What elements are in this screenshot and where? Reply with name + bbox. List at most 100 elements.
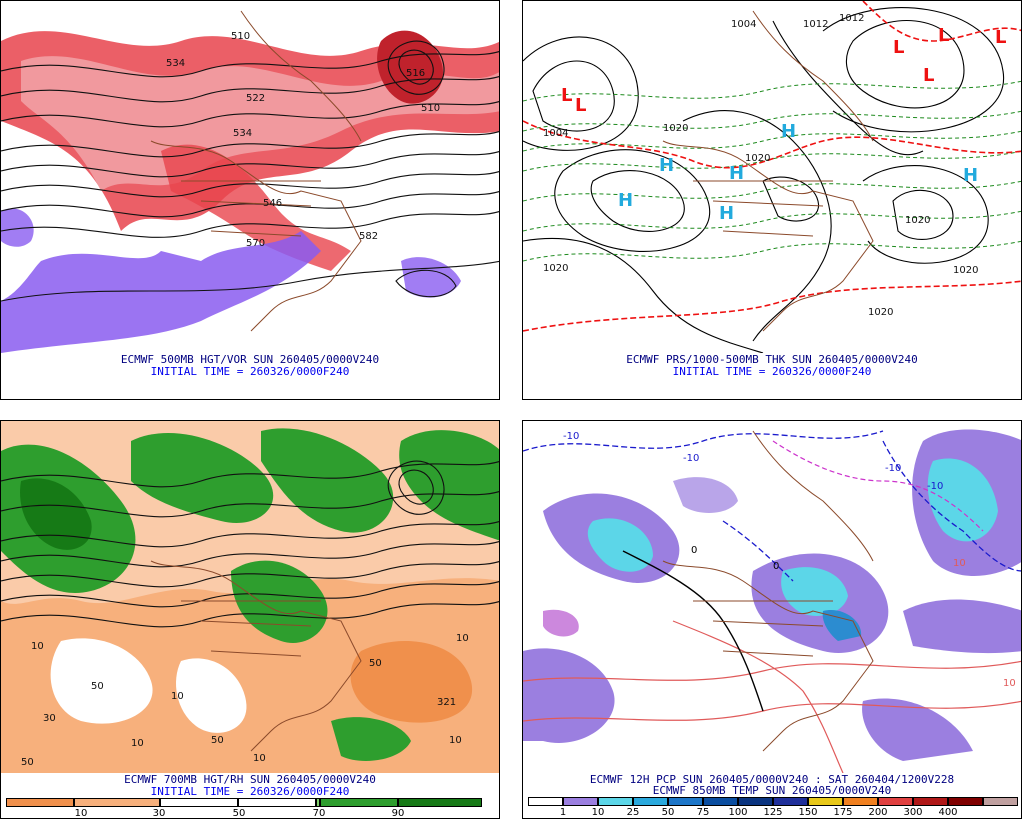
contour-label: -10 bbox=[885, 463, 901, 474]
contour-label: -10 bbox=[927, 481, 943, 492]
contour-label: 546 bbox=[263, 198, 282, 209]
initial-time: INITIAL TIME = 260326/0000F240 bbox=[150, 365, 350, 378]
legend-swatch bbox=[528, 797, 563, 806]
contour-label: 1020 bbox=[905, 215, 930, 226]
legend-swatch bbox=[238, 798, 316, 807]
contour-label: 1004 bbox=[543, 128, 568, 139]
legend-tick: 25 bbox=[626, 807, 640, 818]
legend-swatch bbox=[563, 797, 598, 806]
contour-label: 10 bbox=[31, 641, 44, 652]
legend-tick: 50 bbox=[661, 807, 675, 818]
legend-tick: 100 bbox=[728, 807, 748, 818]
legend-swatch bbox=[320, 798, 398, 807]
contour-label: 10 bbox=[456, 633, 469, 644]
legend-swatch bbox=[948, 797, 983, 806]
contour-label: 10 bbox=[1003, 678, 1016, 689]
legend-tick: 300 bbox=[903, 807, 923, 818]
legend-tick: 175 bbox=[833, 807, 853, 818]
legend-swatch bbox=[668, 797, 703, 806]
contour-label: 10 bbox=[449, 735, 462, 746]
contour-label: 50 bbox=[91, 681, 104, 692]
panel-caption: ECMWF 500MB HGT/VOR SUN 260405/0000V240 bbox=[120, 353, 380, 366]
panel-caption: ECMWF 700MB HGT/RH SUN 260405/0000V240 bbox=[124, 773, 376, 786]
map-500mb: 534 522 534 510 510 516 582 546 570 bbox=[1, 1, 499, 353]
legend-tick: 70 bbox=[312, 808, 326, 819]
contour-label: 10 bbox=[131, 738, 144, 749]
legend-swatch bbox=[983, 797, 1018, 806]
legend-swatch bbox=[738, 797, 773, 806]
panel-pressure-thickness: 1004 1012 1012 1004 1020 1020 1020 1020 … bbox=[522, 0, 1022, 400]
contour-label: 30 bbox=[43, 713, 56, 724]
panel-caption-secondary: ECMWF 850MB TEMP SUN 260405/0000V240 bbox=[652, 784, 892, 797]
low-pressure-marker: L bbox=[995, 27, 1006, 48]
legend-swatch bbox=[633, 797, 668, 806]
legend-tick: 150 bbox=[798, 807, 818, 818]
contour-label: -10 bbox=[683, 453, 699, 464]
low-pressure-marker: L bbox=[575, 95, 586, 116]
legend-swatch bbox=[316, 798, 320, 807]
contour-label: 510 bbox=[231, 31, 250, 42]
initial-time: INITIAL TIME = 260326/0000F240 bbox=[150, 785, 350, 798]
low-pressure-marker: L bbox=[923, 65, 934, 86]
contour-label: 50 bbox=[21, 757, 34, 768]
high-pressure-marker: H bbox=[659, 155, 674, 176]
rh-color-legend: 10 30 50 70 90 bbox=[1, 798, 499, 818]
legend-tick: 75 bbox=[696, 807, 710, 818]
high-pressure-marker: H bbox=[729, 163, 744, 184]
legend-tick: 10 bbox=[591, 807, 605, 818]
legend-swatch bbox=[773, 797, 808, 806]
low-pressure-marker: L bbox=[561, 85, 572, 106]
contour-label: 1012 bbox=[803, 19, 828, 30]
contour-label: 1020 bbox=[543, 263, 568, 274]
contour-label: 522 bbox=[246, 93, 265, 104]
high-pressure-marker: H bbox=[618, 190, 633, 211]
contour-label: 534 bbox=[233, 128, 252, 139]
high-pressure-marker: H bbox=[719, 203, 734, 224]
panel-precip-850mb-temp: -10 -10 -10 -10 10 10 0 0 ECMWF 12H PCP … bbox=[522, 420, 1022, 819]
contour-label: 1020 bbox=[745, 153, 770, 164]
legend-swatch bbox=[598, 797, 633, 806]
legend-swatch bbox=[160, 798, 238, 807]
legend-tick: 1 bbox=[559, 807, 567, 818]
legend-swatch bbox=[74, 798, 160, 807]
legend-tick: 30 bbox=[152, 808, 166, 819]
contour-label: 10 bbox=[953, 558, 966, 569]
contour-label: 50 bbox=[211, 735, 224, 746]
contour-label: -10 bbox=[563, 431, 579, 442]
map-pressure-thickness: 1004 1012 1012 1004 1020 1020 1020 1020 … bbox=[523, 1, 1021, 353]
legend-swatch bbox=[703, 797, 738, 806]
legend-swatch bbox=[6, 798, 74, 807]
panel-700mb-height-rh: 321 10 10 50 10 50 10 50 10 10 50 30 ECM… bbox=[0, 420, 500, 819]
legend-tick: 50 bbox=[232, 808, 246, 819]
initial-time: INITIAL TIME = 260326/0000F240 bbox=[672, 365, 872, 378]
legend-tick: 200 bbox=[868, 807, 888, 818]
high-pressure-marker: H bbox=[963, 165, 978, 186]
contour-label: 510 bbox=[421, 103, 440, 114]
low-pressure-marker: L bbox=[893, 37, 904, 58]
legend-tick: 400 bbox=[938, 807, 958, 818]
contour-label: 582 bbox=[359, 231, 378, 242]
legend-tick: 125 bbox=[763, 807, 783, 818]
panel-caption: ECMWF 12H PCP SUN 260405/0000V240 : SAT … bbox=[589, 773, 955, 786]
legend-swatch bbox=[808, 797, 843, 806]
legend-tick: 10 bbox=[74, 808, 88, 819]
legend-swatch bbox=[878, 797, 913, 806]
contour-label: 1004 bbox=[731, 19, 756, 30]
contour-label: 10 bbox=[171, 691, 184, 702]
contour-label: 1020 bbox=[953, 265, 978, 276]
contour-label: 0 bbox=[691, 545, 697, 556]
panel-caption: ECMWF PRS/1000-500MB THK SUN 260405/0000… bbox=[626, 353, 918, 366]
legend-swatch bbox=[843, 797, 878, 806]
map-precip: -10 -10 -10 -10 10 10 0 0 bbox=[523, 421, 1021, 773]
contour-label: 0 bbox=[773, 561, 779, 572]
contour-label: 1020 bbox=[868, 307, 893, 318]
map-700mb: 321 10 10 50 10 50 10 50 10 10 50 30 bbox=[1, 421, 499, 773]
contour-label: 1020 bbox=[663, 123, 688, 134]
precip-color-legend: 1 10 25 50 75 100 125 150 175 200 300 400 bbox=[523, 797, 1021, 818]
contour-label: 10 bbox=[253, 753, 266, 764]
panel-500mb-height-vorticity: 534 522 534 510 510 516 582 546 570 ECMW… bbox=[0, 0, 500, 400]
contour-label: 516 bbox=[406, 68, 425, 79]
contour-label: 50 bbox=[369, 658, 382, 669]
high-pressure-marker: H bbox=[781, 121, 796, 142]
legend-swatch bbox=[398, 798, 482, 807]
